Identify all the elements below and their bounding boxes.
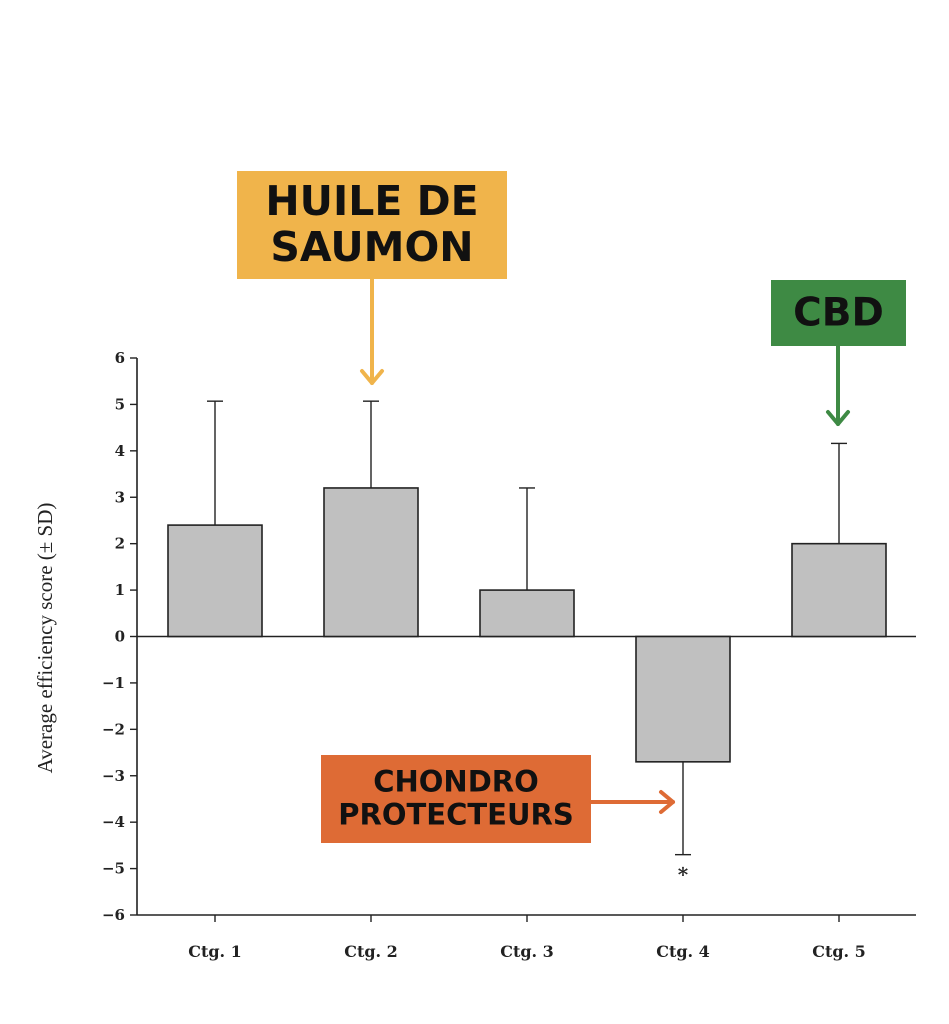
labels: 6 5 4 3 2 1 0 −1 −2 −3 −4 −5 −6 Ctg. 1 Ctg. 2 Ctg. 3 * Ct… — [102, 349, 866, 961]
annotation-arrowhead — [360, 369, 384, 385]
x-tick-label: Ctg. 5 — [812, 942, 866, 961]
bar — [479, 589, 575, 638]
y-tick-label: 3 — [115, 488, 125, 506]
bar — [167, 524, 263, 638]
x-tick-label: Ctg. 1 — [188, 942, 242, 961]
y-tick-label: −2 — [102, 720, 125, 738]
y-tick-label: 4 — [115, 442, 125, 460]
y-tick-label: −4 — [102, 813, 125, 831]
annotation-text: CBD — [793, 290, 884, 335]
y-tick-label: −3 — [102, 767, 125, 785]
x-tick-label: Ctg. 2 — [344, 942, 398, 961]
bars — [167, 487, 887, 763]
annotation-text: CHONDRO — [373, 765, 539, 799]
bar — [323, 487, 419, 638]
error-bars — [207, 400, 847, 856]
bar — [791, 542, 887, 638]
annotation-arrowhead — [826, 410, 850, 426]
y-tick-label: −5 — [102, 860, 125, 878]
bar — [635, 635, 731, 763]
y-tick-label: −1 — [102, 674, 125, 692]
y-tick-label: 6 — [115, 349, 125, 367]
y-tick-label: 2 — [115, 535, 125, 553]
x-tick-label: Ctg. 3 — [500, 942, 554, 961]
annotation-callout: CBD — [771, 280, 906, 426]
y-tick-label: 1 — [115, 581, 125, 599]
y-tick-label: 0 — [115, 628, 125, 646]
annotation-text: SAUMON — [270, 223, 473, 271]
annotation-box — [321, 755, 591, 843]
y-tick-label: −6 — [102, 906, 125, 924]
annotation-text: HUILE DE — [265, 177, 478, 225]
y-tick-label: 5 — [115, 395, 125, 413]
significance-marker: * — [678, 863, 689, 887]
y-axis-label: Average efficiency score (± SD) — [33, 503, 57, 774]
x-tick-label: Ctg. 4 — [656, 942, 710, 961]
annotation-arrowhead — [659, 790, 675, 814]
annotation-box — [771, 280, 906, 346]
annotation-box — [237, 171, 507, 279]
annotation-text: PROTECTEURS — [338, 798, 573, 832]
